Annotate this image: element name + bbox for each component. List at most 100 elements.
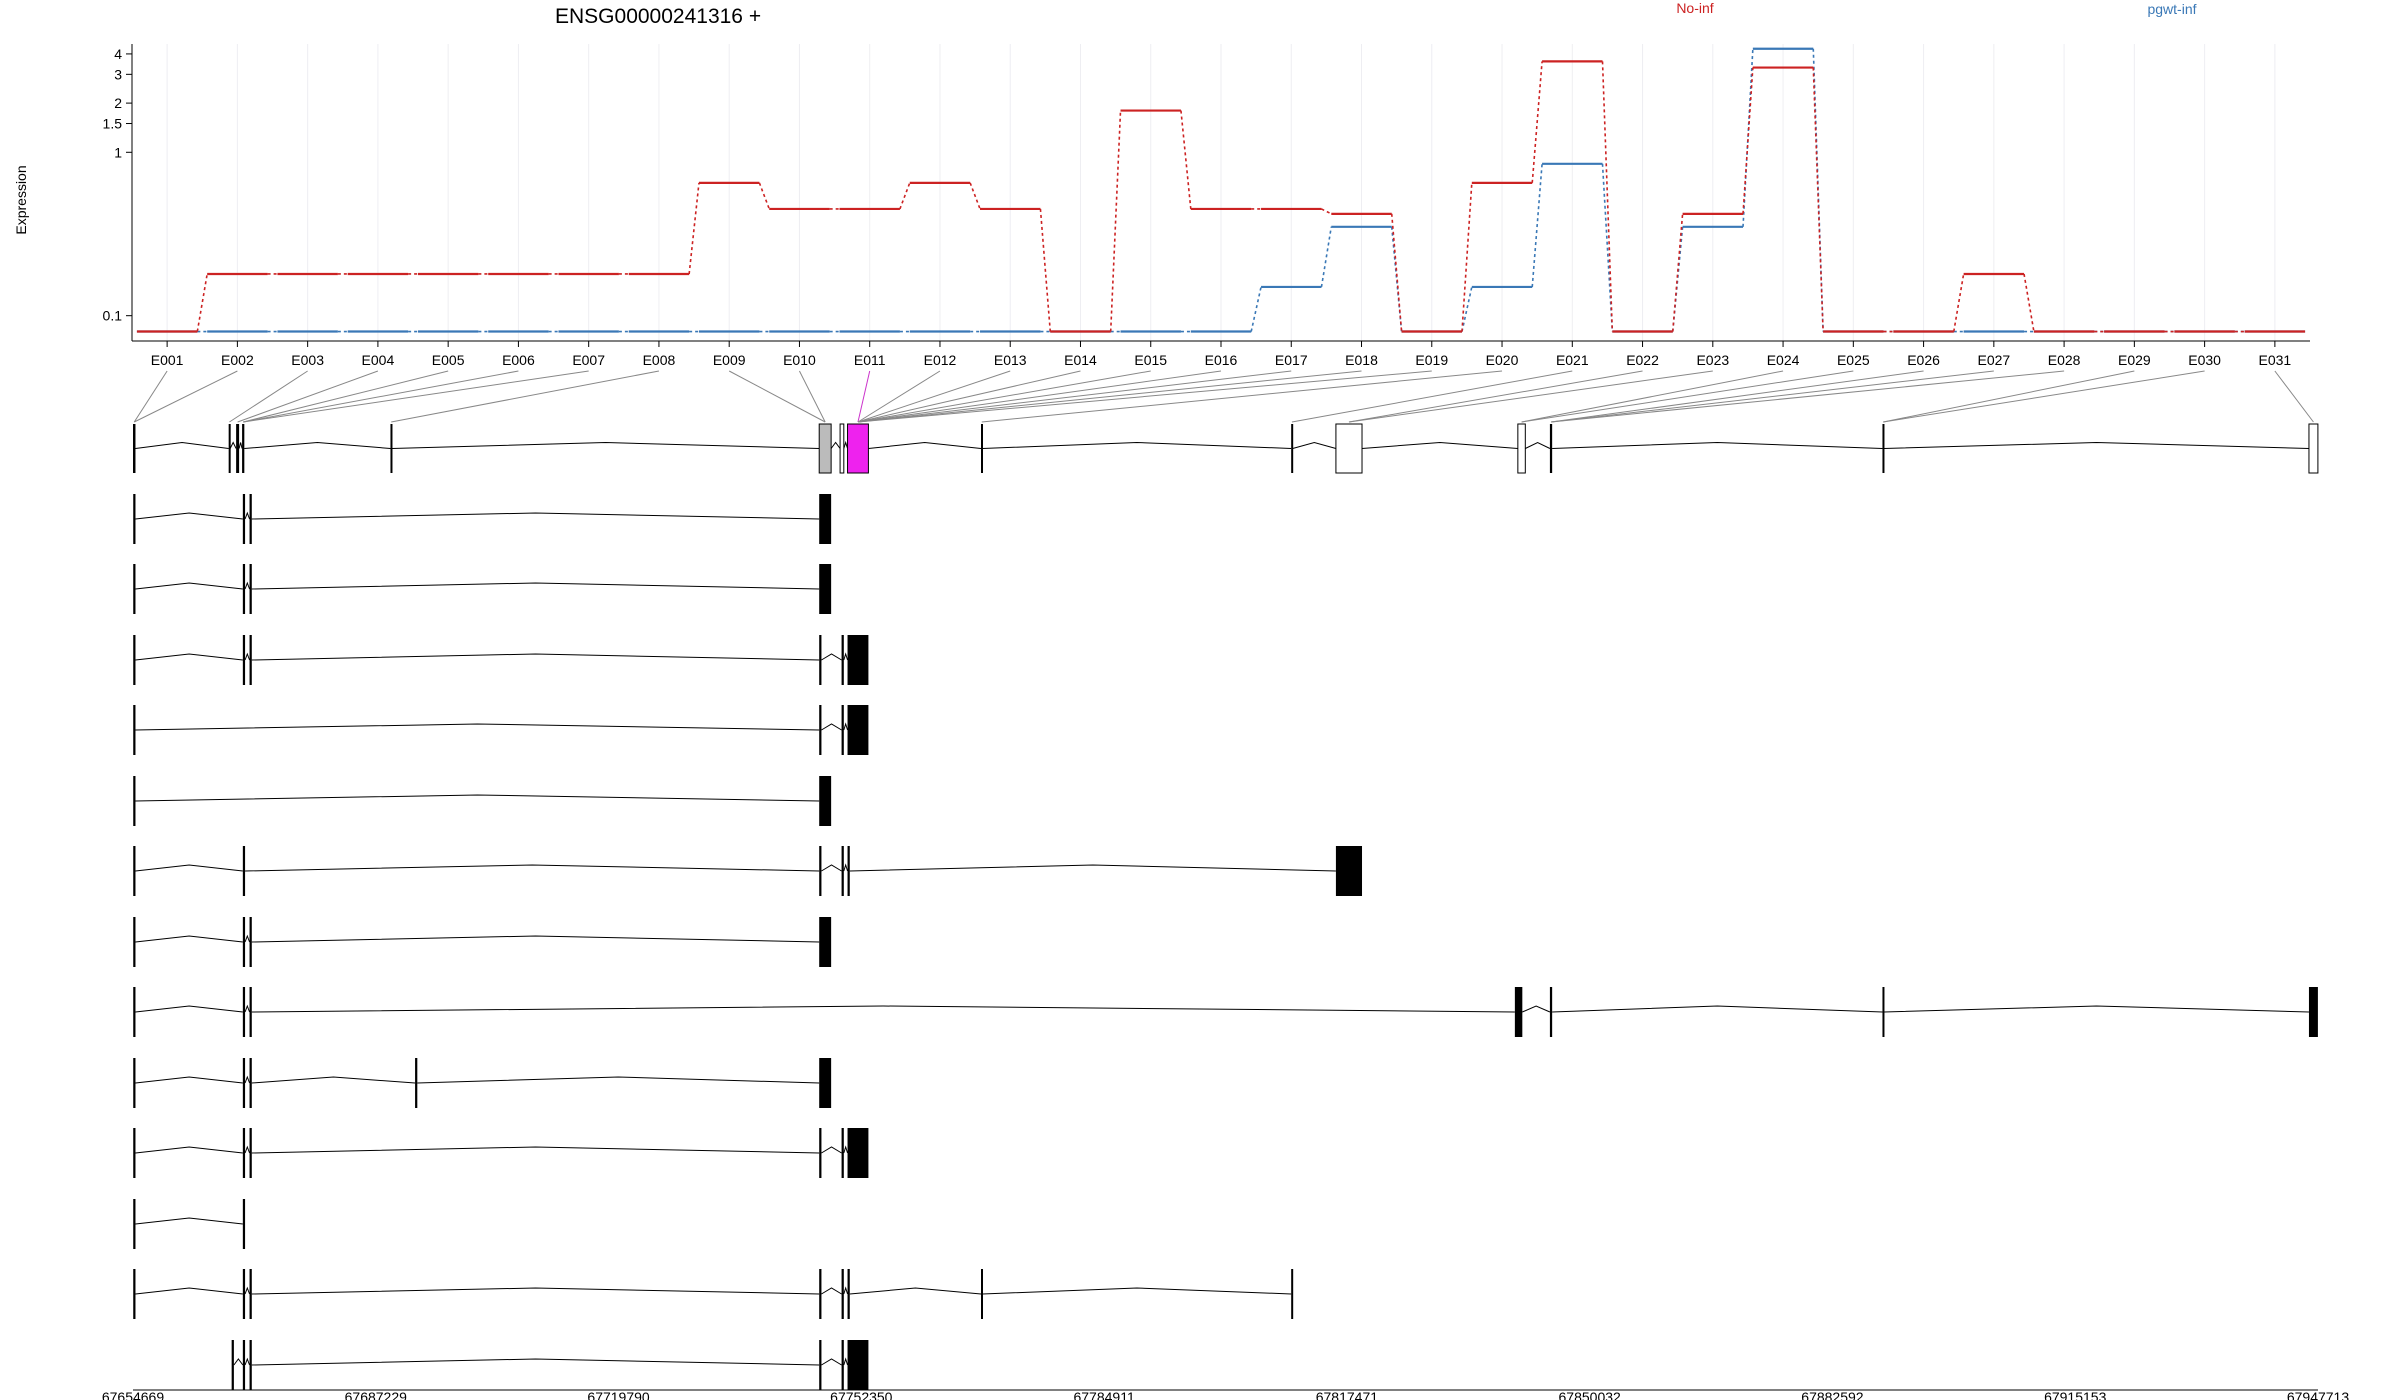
exon-0: [133, 635, 136, 685]
gene-model: [133, 423, 2319, 474]
connector-E013: [857, 370, 1011, 423]
exon-0: [133, 917, 136, 967]
x-tick-label-E001: E001: [151, 352, 184, 368]
genomic-tick-label-67752350: 67752350: [830, 1389, 893, 1400]
genomic-coordinate-axis: 67654669 67687229 67719790 67752350 67784911…: [102, 1389, 2350, 1400]
intron-0: [135, 1146, 243, 1154]
connector-E003: [229, 370, 308, 423]
x-tick-label-E014: E014: [1064, 352, 1097, 368]
connector-E025: [1521, 370, 1854, 423]
link-No-inf-E018: [1390, 213, 1403, 332]
intron-2: [251, 653, 820, 661]
exon-2: [249, 1269, 252, 1319]
gene-model-track: [133, 423, 2319, 474]
connector-E005: [243, 370, 449, 423]
genomic-tick-label-67850032: 67850032: [1559, 1389, 1622, 1400]
exon-2: [249, 1128, 252, 1178]
exon-4: [819, 1058, 832, 1108]
connector-E017: [857, 370, 1292, 423]
exon-5: [1882, 987, 1885, 1037]
x-tick-label-E020: E020: [1486, 352, 1519, 368]
intron-2: [251, 1076, 416, 1084]
x-tick-label-E027: E027: [1977, 352, 2010, 368]
exon-0: [133, 1199, 136, 1249]
connector-E031: [2274, 370, 2314, 423]
intron-1: [244, 1357, 251, 1366]
intron-1: [244, 581, 251, 590]
exon-3: [819, 494, 832, 544]
exon-0: [133, 494, 136, 544]
exon-1: [242, 917, 246, 967]
exon-3: [819, 1269, 822, 1319]
exon-4: [847, 846, 850, 896]
link-No-inf-E013: [1039, 208, 1052, 332]
exon-4: [841, 1269, 844, 1319]
connector-E020: [981, 370, 1503, 423]
connector-E019: [857, 370, 1432, 423]
exon-1: [242, 1199, 246, 1249]
exon-0: [133, 424, 136, 473]
intron-1: [244, 652, 251, 661]
link-No-inf-E001: [196, 273, 208, 332]
x-tick-label-E007: E007: [572, 352, 605, 368]
intron-3: [821, 1287, 842, 1295]
intron-4: [391, 441, 820, 449]
transcript-12: [133, 1269, 1294, 1319]
intron-0: [135, 723, 820, 731]
exon-2: [819, 846, 822, 896]
transcript-7: [133, 917, 832, 967]
exon-4: [841, 1340, 844, 1390]
x-tick-label-E009: E009: [713, 352, 746, 368]
intron-4: [849, 864, 1336, 872]
x-tick-label-E028: E028: [2048, 352, 2081, 368]
x-tick-label-E012: E012: [924, 352, 957, 368]
intron-3: [417, 1076, 820, 1084]
y-tick-label-1: 1: [114, 144, 122, 160]
x-tick-label-E031: E031: [2259, 352, 2292, 368]
connector-E004: [237, 370, 379, 423]
connector-E009: [728, 370, 826, 423]
intron-2: [251, 1005, 1515, 1013]
connector-E027: [1550, 370, 1994, 423]
intron-6: [843, 440, 849, 449]
exon-14: [2308, 423, 2319, 474]
x-tick-label-E002: E002: [221, 352, 254, 368]
exon-2: [841, 705, 844, 755]
exon-6: [2308, 987, 2318, 1037]
genomic-tick-label-67719790: 67719790: [587, 1389, 650, 1400]
intron-2: [821, 864, 842, 872]
transcript-4: [133, 705, 869, 755]
intron-2: [843, 722, 849, 731]
intron-0: [233, 1358, 244, 1366]
connector-E023: [1348, 370, 1713, 423]
exon-1: [242, 1340, 246, 1390]
intron-0: [135, 864, 243, 872]
intron-2: [251, 1146, 820, 1154]
connector-E029: [1883, 370, 2135, 423]
exon-1: [242, 494, 246, 544]
exon-9: [1291, 424, 1294, 473]
intron-1: [229, 441, 237, 449]
exon-1: [242, 1269, 246, 1319]
exon-connector-lines: [133, 370, 2314, 423]
intron-1: [821, 723, 842, 731]
exon-12: [1549, 424, 1553, 473]
x-tick-label-E025: E025: [1837, 352, 1870, 368]
genomic-tick-label-67654669: 67654669: [102, 1389, 165, 1400]
link-No-inf-E015: [1180, 110, 1192, 210]
expression-plot: 0.1 1 1.5 2 3 4 E001 E002 E003 E004 E005 E006 E007 E0…: [103, 44, 2310, 368]
link-pgwt-inf-E017: [1320, 226, 1333, 288]
link-pgwt-inf-E020: [1531, 163, 1543, 287]
exon-1: [819, 776, 832, 826]
x-tick-label-E019: E019: [1415, 352, 1448, 368]
exon-1: [228, 424, 231, 473]
genomic-tick-label-67915153: 67915153: [2044, 1389, 2107, 1400]
exon-5: [847, 1340, 869, 1390]
exon-0: [133, 776, 136, 826]
genomic-tick-label-67882592: 67882592: [1801, 1389, 1864, 1400]
intron-3: [244, 441, 391, 449]
x-tick-label-E010: E010: [783, 352, 816, 368]
exon-6: [839, 423, 845, 474]
exon-3: [819, 1128, 822, 1178]
link-No-inf-E008: [688, 182, 700, 275]
